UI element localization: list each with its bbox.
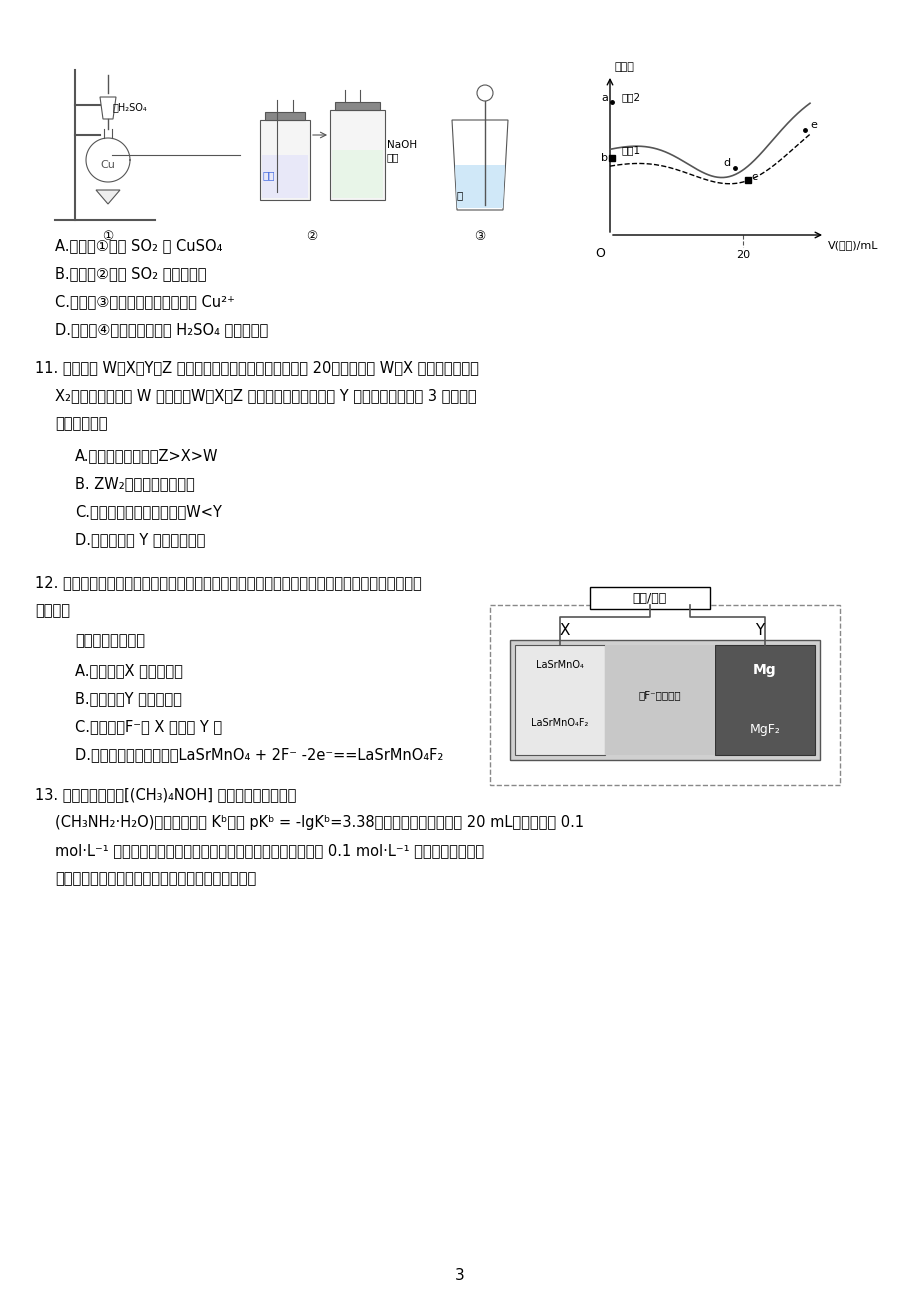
Text: 11. 主族元素 W、X、Y、Z 的原子序数依次递增，且均不大于 20。其中只有 W、X 处于同一周期。: 11. 主族元素 W、X、Y、Z 的原子序数依次递增，且均不大于 20。其中只有…: [35, 359, 479, 375]
Polygon shape: [85, 138, 130, 182]
Text: ②: ②: [306, 230, 317, 243]
Polygon shape: [100, 98, 116, 118]
Text: (CH₃NH₂·H₂O)的离子常数为 Kᵇ，且 pKᵇ = -lgKᵇ=3.38。常温下，在体积均为 20 mL、浓度均为 0.1: (CH₃NH₂·H₂O)的离子常数为 Kᵇ，且 pKᵇ = -lgKᵇ=3.38…: [55, 815, 584, 829]
Text: ①: ①: [102, 230, 114, 243]
Text: 负载/电源: 负载/电源: [632, 591, 666, 604]
Text: C.用装置③稾释反应后溶液，检验 Cu²⁺: C.用装置③稾释反应后溶液，检验 Cu²⁺: [55, 294, 234, 309]
Text: 含F⁻有机溶剂: 含F⁻有机溶剂: [638, 690, 681, 700]
Text: d: d: [723, 158, 731, 168]
Text: 3: 3: [455, 1268, 464, 1282]
Text: Y: Y: [754, 622, 764, 638]
Bar: [265, 112, 305, 120]
Text: C.简单氢化物的热稳定性：W<Y: C.简单氢化物的热稳定性：W<Y: [75, 504, 221, 519]
Text: Mg: Mg: [753, 663, 776, 677]
Text: 下列说法正确的是: 下列说法正确的是: [75, 633, 145, 648]
Text: O: O: [595, 247, 605, 260]
Bar: [330, 109, 384, 201]
Text: 导电率: 导电率: [614, 62, 634, 72]
Text: 曲线1: 曲线1: [621, 145, 641, 155]
Text: V(盐酸)/mL: V(盐酸)/mL: [827, 240, 878, 250]
Bar: [714, 644, 814, 755]
Bar: [509, 641, 819, 760]
Text: LaSrMnO₄: LaSrMnO₄: [536, 660, 584, 671]
Text: D.常温常压下 Y 的单质为气态: D.常温常压下 Y 的单质为气态: [75, 533, 205, 547]
Text: a: a: [600, 92, 607, 103]
Polygon shape: [455, 165, 505, 208]
Text: X: X: [559, 622, 570, 638]
Text: 品红: 品红: [263, 171, 275, 180]
Text: C.充电时，F⁻从 X 级移向 Y 级: C.充电时，F⁻从 X 级移向 Y 级: [75, 719, 221, 734]
Text: mol·L⁻¹ 的四甲基氢氧化锨溶液和甲胺溶液中，分别滴加浓度为 0.1 mol·L⁻¹ 的盐酸，溶液的导: mol·L⁻¹ 的四甲基氢氧化锨溶液和甲胺溶液中，分别滴加浓度为 0.1 mol…: [55, 842, 483, 858]
Text: 浓H₂SO₄: 浓H₂SO₄: [113, 102, 148, 112]
Polygon shape: [451, 120, 507, 210]
Text: B. ZW₂含有非极性共价键: B. ZW₂含有非极性共价键: [75, 477, 195, 491]
Text: B.用装置②检验 SO₂ 和尾气处理: B.用装置②检验 SO₂ 和尾气处理: [55, 266, 206, 281]
Circle shape: [476, 85, 493, 102]
Text: Cu: Cu: [100, 160, 115, 171]
Text: X₂与水反应可生成 W 的单质，W、X、Z 的最外层电子数之和是 Y 的最外层电子数的 3 倍。下列: X₂与水反应可生成 W 的单质，W、X、Z 的最外层电子数之和是 Y 的最外层电…: [55, 388, 476, 404]
Text: D.充电时，阳极反应为：LaSrMnO₄ + 2F⁻ -2e⁻==LaSrMnO₄F₂: D.充电时，阳极反应为：LaSrMnO₄ + 2F⁻ -2e⁻==LaSrMnO…: [75, 747, 443, 762]
Text: e: e: [809, 120, 816, 130]
Text: c: c: [750, 172, 756, 182]
Bar: [260, 120, 310, 201]
Text: LaSrMnO₄F₂: LaSrMnO₄F₂: [531, 717, 588, 728]
Text: 12. 氟离子电池是新型电池中的一匹黑马，其理论比能量高于锂电池。该电池在电路中工作时，如: 12. 氟离子电池是新型电池中的一匹黑马，其理论比能量高于锂电池。该电池在电路中…: [35, 575, 421, 590]
Text: D.用装置④测定反应后剩余 H₂SO₄ 的物质的量: D.用装置④测定反应后剩余 H₂SO₄ 的物质的量: [55, 322, 268, 337]
Text: 20: 20: [735, 250, 749, 260]
Text: NaOH: NaOH: [387, 141, 416, 150]
Text: MgF₂: MgF₂: [749, 724, 779, 737]
Bar: [262, 155, 308, 198]
Bar: [490, 605, 839, 785]
Text: 水: 水: [457, 190, 463, 201]
Text: 说法正确的是: 说法正确的是: [55, 417, 108, 431]
Polygon shape: [96, 190, 119, 204]
Text: 图所示。: 图所示。: [35, 603, 70, 618]
Text: 溶液: 溶液: [387, 152, 399, 161]
Bar: [589, 587, 709, 609]
Text: A.用装置①制备 SO₂ 和 CuSO₄: A.用装置①制备 SO₂ 和 CuSO₄: [55, 238, 222, 253]
Bar: [335, 102, 380, 109]
Bar: [605, 644, 714, 755]
Text: 13. 四甲基氢氧化锨[(CH₃)₄NOH] 是强硨，常温下甲胺: 13. 四甲基氢氧化锨[(CH₃)₄NOH] 是强硨，常温下甲胺: [35, 786, 296, 802]
Text: A.简单离子的半径：Z>X>W: A.简单离子的半径：Z>X>W: [75, 448, 219, 464]
Text: A.放电时，X 为电池负极: A.放电时，X 为电池负极: [75, 663, 183, 678]
Text: 电率与盐酸体积的关系如图所示。下列说法正确的是: 电率与盐酸体积的关系如图所示。下列说法正确的是: [55, 871, 256, 885]
Text: b: b: [600, 154, 607, 163]
Text: B.放电时，Y 级质量减少: B.放电时，Y 级质量减少: [75, 691, 182, 706]
Bar: [332, 150, 382, 198]
Bar: [515, 644, 605, 755]
Text: 曲线2: 曲线2: [621, 92, 641, 102]
Text: ③: ③: [474, 230, 485, 243]
